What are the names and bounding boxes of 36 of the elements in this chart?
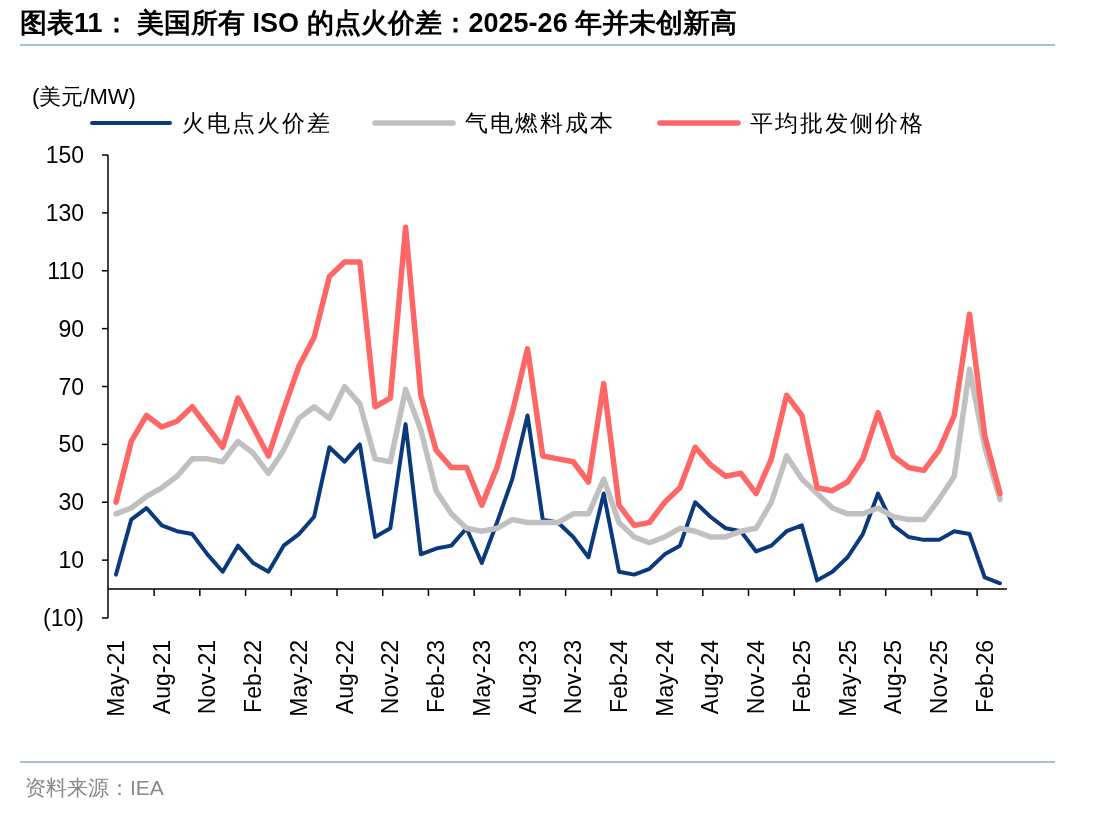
x-tick-label: Nov-21 [194,640,221,715]
y-tick-label: 90 [58,315,84,342]
y-tick-label: 30 [58,489,84,516]
x-tick-label: Feb-23 [423,640,450,713]
x-tick-label: Feb-24 [605,639,632,713]
x-tick-label: Aug-25 [880,640,907,715]
x-tick-label: Feb-25 [788,640,815,713]
x-tick-label: May-23 [468,640,495,717]
x-tick-label: Feb-26 [971,640,998,713]
x-tick-label: May-24 [651,639,678,717]
legend-label: 平均批发侧价格 [750,110,925,136]
x-tick-label: May-25 [834,640,861,717]
x-tick-label: Aug-24 [697,639,724,715]
y-tick-label: 130 [45,199,84,226]
x-tick-label: May-21 [103,640,129,717]
text: 资料来源：IEA [25,776,164,799]
chart-title: 图表11： 美国所有 ISO 的点火价差：2025-26 年并未创新高 [20,8,738,38]
y-tick-label: 150 [45,142,84,168]
x-tick-label: May-22 [285,640,312,717]
y-tick-label: 10 [58,547,84,574]
x-tick-label: Aug-21 [148,640,175,715]
x-tick-label: Aug-22 [331,640,358,715]
legend-label: 气电燃料成本 [465,110,615,136]
legend-label: 火电点火价差 [182,110,332,136]
y-axis-title: (美元/MW) [32,84,136,109]
x-tick-label: Feb-22 [240,640,267,713]
x-tick-label: Nov-25 [926,640,953,715]
y-tick-label: 50 [58,431,84,458]
y-tick-label: 110 [47,257,84,284]
x-tick-label: Nov-22 [377,640,404,715]
x-tick-label: Nov-24 [743,639,770,715]
y-tick-label: 70 [58,373,84,400]
x-tick-label: Nov-23 [560,640,587,715]
y-tick-label: (10) [43,605,84,631]
line-series [114,413,1002,586]
x-tick-label: Aug-23 [514,640,541,715]
